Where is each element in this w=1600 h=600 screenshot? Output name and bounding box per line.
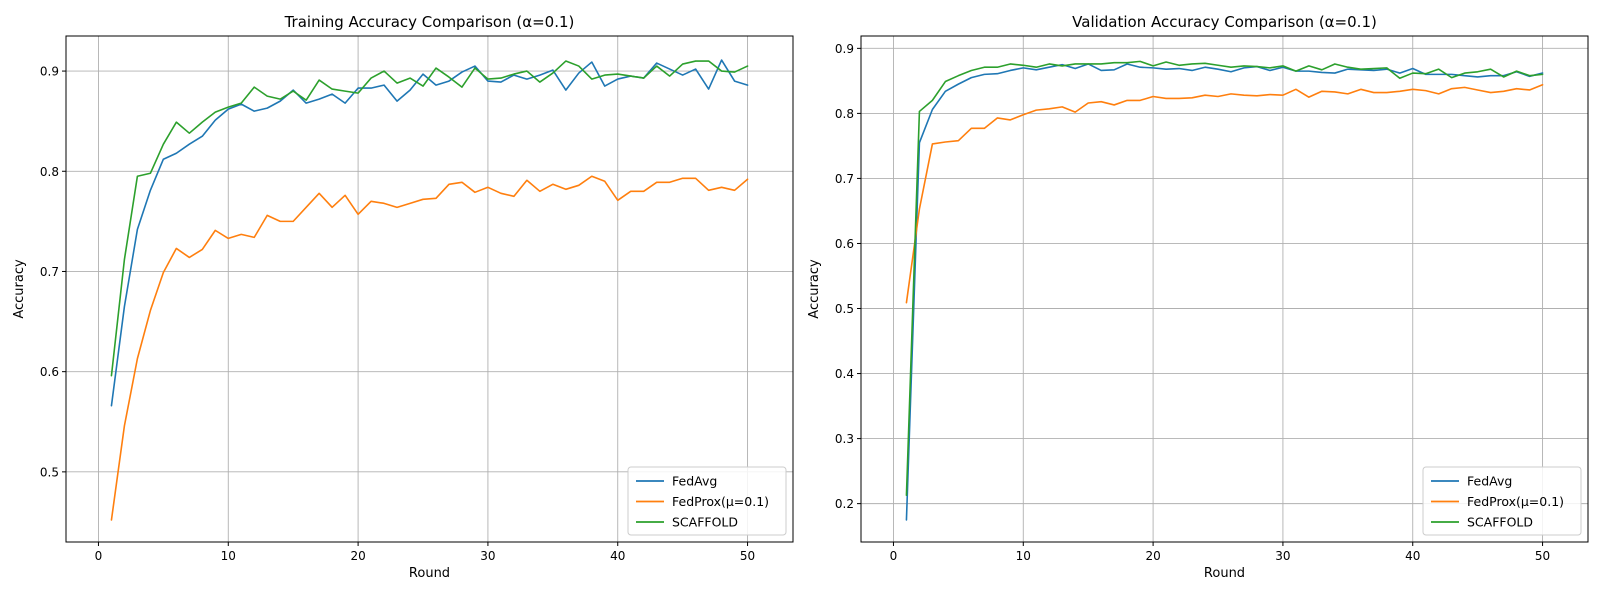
y-axis-label: Accuracy bbox=[807, 259, 822, 319]
x-tick-label: 0 bbox=[95, 549, 103, 563]
plot-frame bbox=[860, 35, 1589, 543]
legend-label-scaffold: SCAFFOLD bbox=[1467, 515, 1533, 530]
plot-frame bbox=[65, 35, 794, 543]
series-line-fedavg bbox=[905, 63, 1544, 521]
series-line-fedavg bbox=[110, 59, 749, 407]
grid bbox=[66, 36, 793, 542]
y-tick-label: 0.6 bbox=[835, 237, 854, 251]
x-tick-label: 10 bbox=[1016, 549, 1031, 563]
x-tick-label: 50 bbox=[1535, 549, 1550, 563]
legend: FedAvg FedProx(μ=0.1) SCAFFOLD bbox=[1422, 466, 1582, 536]
x-tick-label: 40 bbox=[610, 549, 625, 563]
y-tick-label: 0.7 bbox=[40, 265, 59, 279]
chart-panel-1: 0 10 20 30 40 50 0.5 0.6 0.7 0.8 0.9 Training Accur… bbox=[12, 13, 794, 581]
y-tick-label: 0.9 bbox=[835, 42, 854, 56]
y-tick-label: 0.5 bbox=[40, 465, 59, 479]
legend-label-fedprox-0-1: FedProx(μ=0.1) bbox=[1467, 494, 1564, 509]
legend-label-fedprox-0-1: FedProx(μ=0.1) bbox=[672, 494, 769, 509]
y-tick-label: 0.9 bbox=[40, 65, 59, 79]
y-tick-label: 0.7 bbox=[835, 172, 854, 186]
y-tick-label: 0.6 bbox=[40, 365, 59, 379]
y-tick-label: 0.3 bbox=[835, 432, 854, 446]
x-tick-label: 20 bbox=[1145, 549, 1160, 563]
y-tick-label: 0.8 bbox=[835, 107, 854, 121]
x-tick-label: 0 bbox=[890, 549, 898, 563]
series-line-fedprox-0-1 bbox=[110, 175, 749, 521]
series-line-fedprox-0-1 bbox=[905, 83, 1544, 304]
grid bbox=[861, 36, 1588, 542]
chart-title: Validation Accuracy Comparison (α=0.1) bbox=[1072, 13, 1377, 31]
y-axis-label: Accuracy bbox=[12, 259, 27, 319]
chart-panel-2: 0 10 20 30 40 50 0.2 0.3 0.4 0.5 0.6 0.7 0.8 0.9 Valid… bbox=[807, 13, 1589, 581]
x-tick-label: 10 bbox=[221, 549, 236, 563]
y-tick-label: 0.8 bbox=[40, 165, 59, 179]
legend-label-scaffold: SCAFFOLD bbox=[672, 515, 738, 530]
legend-box bbox=[1422, 466, 1582, 536]
x-tick-label: 20 bbox=[350, 549, 365, 563]
x-tick-label: 30 bbox=[1275, 549, 1290, 563]
y-tick-label: 0.5 bbox=[835, 302, 854, 316]
x-axis-label: Round bbox=[1204, 566, 1245, 581]
y-tick-label: 0.2 bbox=[835, 497, 854, 511]
x-axis-label: Round bbox=[409, 566, 450, 581]
legend: FedAvg FedProx(μ=0.1) SCAFFOLD bbox=[627, 466, 787, 536]
x-tick-label: 40 bbox=[1405, 549, 1420, 563]
legend-box bbox=[627, 466, 787, 536]
chart-title: Training Accuracy Comparison (α=0.1) bbox=[284, 13, 575, 31]
series-group bbox=[110, 59, 749, 521]
x-tick-label: 50 bbox=[740, 549, 755, 563]
x-tick-label: 30 bbox=[480, 549, 495, 563]
series-line-scaffold bbox=[110, 60, 749, 377]
legend-label-fedavg: FedAvg bbox=[672, 474, 717, 489]
series-group bbox=[905, 60, 1544, 521]
y-tick-label: 0.4 bbox=[835, 367, 854, 381]
legend-label-fedavg: FedAvg bbox=[1467, 474, 1512, 489]
series-line-scaffold bbox=[905, 60, 1544, 496]
